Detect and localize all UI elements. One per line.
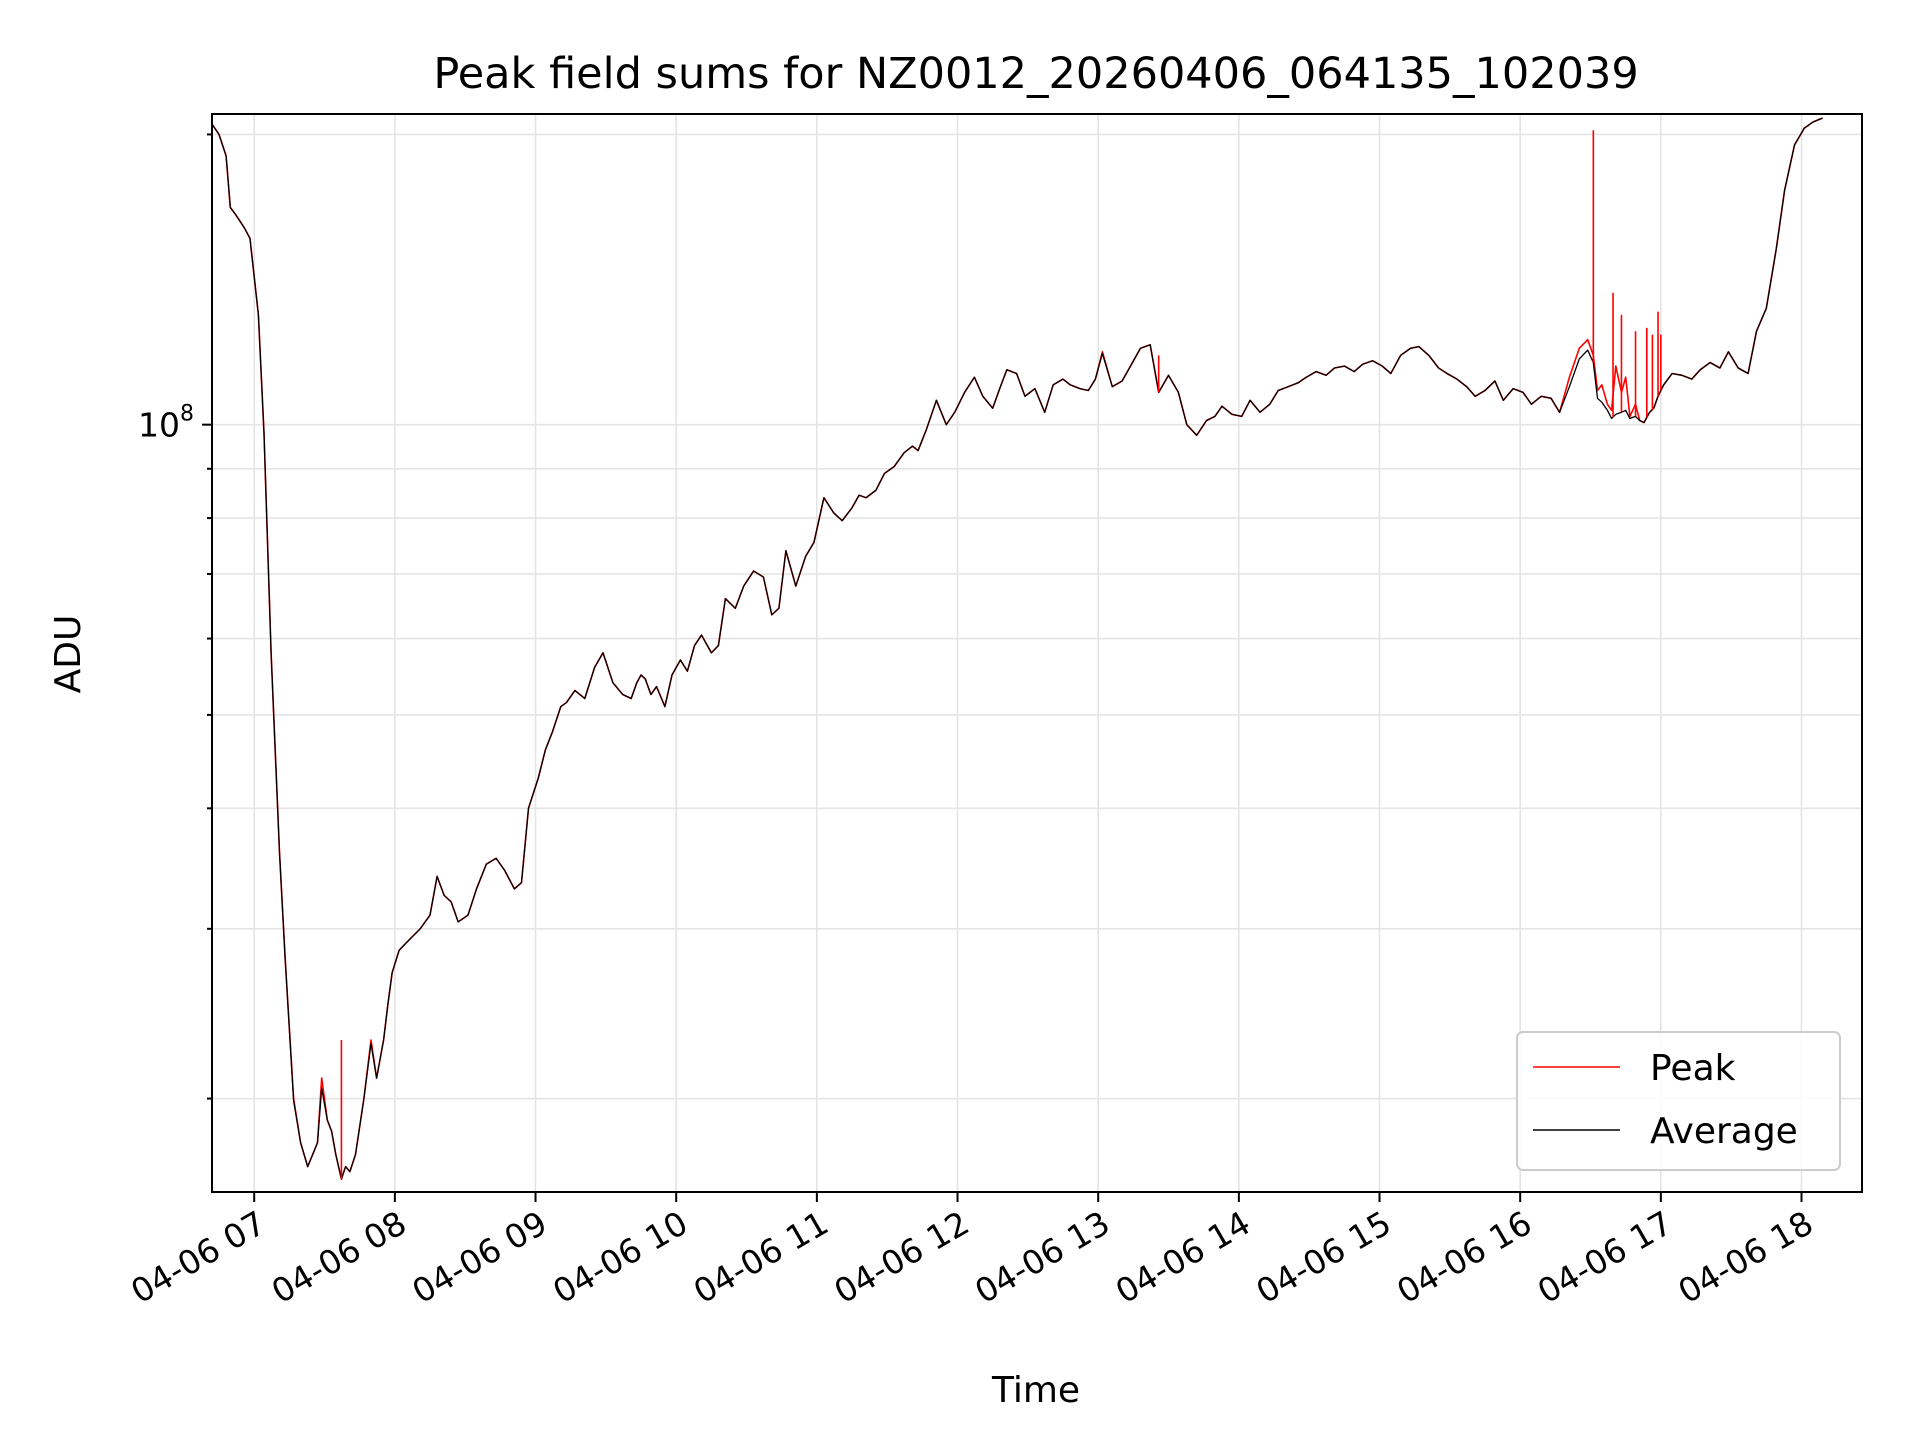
chart-title: Peak field sums for NZ0012_20260406_0641… <box>433 49 1638 99</box>
y-axis: 108 <box>138 133 212 1100</box>
series-line-average <box>212 117 1823 1180</box>
y-tick-label-0: 108 <box>138 402 194 445</box>
legend: Peak Average <box>1516 1031 1841 1171</box>
y-tick-label-exponent: 8 <box>180 402 194 427</box>
plot-frame <box>211 113 1863 1193</box>
legend-label-average: Average <box>1650 1111 1798 1152</box>
legend-label-peak: Peak <box>1650 1048 1736 1089</box>
y-tick-label-base: 10 <box>138 406 180 445</box>
x-axis-label: Time <box>991 1370 1080 1411</box>
series-layer <box>212 117 1823 1180</box>
y-axis-label: ADU <box>48 615 89 694</box>
grid <box>212 114 1862 1192</box>
